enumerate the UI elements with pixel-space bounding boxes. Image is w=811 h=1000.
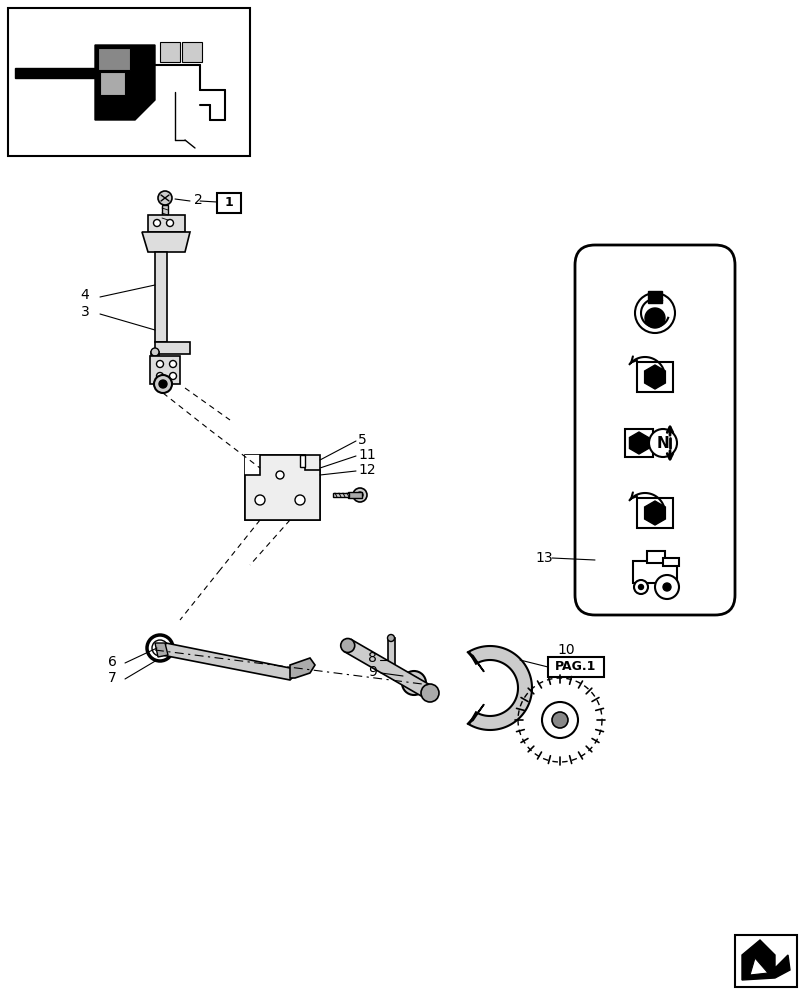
Bar xyxy=(547,657,603,677)
Text: PAG.1: PAG.1 xyxy=(555,660,596,674)
Polygon shape xyxy=(142,232,190,252)
Bar xyxy=(155,342,190,354)
Bar xyxy=(646,551,664,563)
Bar xyxy=(182,42,202,62)
Text: 10: 10 xyxy=(556,643,574,657)
Circle shape xyxy=(357,492,363,498)
Circle shape xyxy=(255,495,264,505)
Circle shape xyxy=(157,360,163,367)
Circle shape xyxy=(541,702,577,738)
Circle shape xyxy=(166,220,174,227)
Text: 8: 8 xyxy=(367,651,376,665)
Bar xyxy=(348,492,362,498)
Polygon shape xyxy=(644,365,664,389)
Polygon shape xyxy=(155,643,168,657)
Circle shape xyxy=(637,584,642,589)
Polygon shape xyxy=(245,455,260,475)
Polygon shape xyxy=(629,432,648,454)
Text: 1: 1 xyxy=(225,196,233,210)
Circle shape xyxy=(154,375,172,393)
Circle shape xyxy=(663,583,670,591)
Polygon shape xyxy=(148,215,185,232)
Bar xyxy=(624,429,652,457)
Bar xyxy=(734,935,796,987)
Circle shape xyxy=(158,191,172,205)
Polygon shape xyxy=(469,646,531,730)
Circle shape xyxy=(341,639,354,652)
Polygon shape xyxy=(466,704,483,724)
Bar xyxy=(155,252,167,342)
Bar xyxy=(217,193,241,213)
Circle shape xyxy=(387,635,394,642)
Bar xyxy=(160,42,180,62)
Bar xyxy=(15,68,95,78)
Circle shape xyxy=(157,372,163,379)
Text: 12: 12 xyxy=(358,463,375,477)
Text: 5: 5 xyxy=(358,433,367,447)
Polygon shape xyxy=(344,639,433,699)
Text: 9: 9 xyxy=(367,665,376,679)
Circle shape xyxy=(276,471,284,479)
Text: 7: 7 xyxy=(108,671,116,685)
Polygon shape xyxy=(98,48,130,70)
Polygon shape xyxy=(100,72,125,95)
Circle shape xyxy=(147,635,173,661)
Polygon shape xyxy=(749,958,767,975)
Polygon shape xyxy=(741,940,789,980)
Circle shape xyxy=(169,360,176,367)
Bar xyxy=(636,362,672,392)
Polygon shape xyxy=(162,643,298,680)
Bar xyxy=(245,455,260,475)
Circle shape xyxy=(654,575,678,599)
Circle shape xyxy=(633,580,647,594)
Bar xyxy=(647,291,661,303)
Text: 6: 6 xyxy=(107,655,116,669)
Text: 13: 13 xyxy=(534,551,552,565)
Circle shape xyxy=(169,372,176,379)
Text: 3: 3 xyxy=(80,305,89,319)
Bar xyxy=(388,638,394,668)
Polygon shape xyxy=(95,45,155,120)
Circle shape xyxy=(648,429,676,457)
Bar xyxy=(245,455,320,520)
Polygon shape xyxy=(644,501,664,525)
Text: N: N xyxy=(656,436,668,450)
Circle shape xyxy=(634,293,674,333)
Bar xyxy=(663,558,678,566)
Circle shape xyxy=(407,677,419,689)
Text: 2: 2 xyxy=(193,193,202,207)
Circle shape xyxy=(644,308,664,328)
Circle shape xyxy=(151,348,159,356)
Polygon shape xyxy=(245,455,320,520)
Bar xyxy=(633,561,676,583)
Bar xyxy=(8,8,250,156)
Bar xyxy=(333,493,349,497)
Circle shape xyxy=(294,495,305,505)
Circle shape xyxy=(551,712,568,728)
Bar xyxy=(636,498,672,528)
FancyBboxPatch shape xyxy=(574,245,734,615)
Text: 4: 4 xyxy=(80,288,89,302)
Circle shape xyxy=(152,640,168,656)
Circle shape xyxy=(153,220,161,227)
Text: 11: 11 xyxy=(358,448,375,462)
Bar xyxy=(162,205,168,227)
Polygon shape xyxy=(290,658,315,678)
Bar xyxy=(150,356,180,384)
Bar xyxy=(151,352,159,374)
Circle shape xyxy=(353,488,367,502)
Circle shape xyxy=(420,684,439,702)
Polygon shape xyxy=(299,455,305,467)
Circle shape xyxy=(401,671,426,695)
Polygon shape xyxy=(466,652,483,672)
Circle shape xyxy=(159,380,167,388)
